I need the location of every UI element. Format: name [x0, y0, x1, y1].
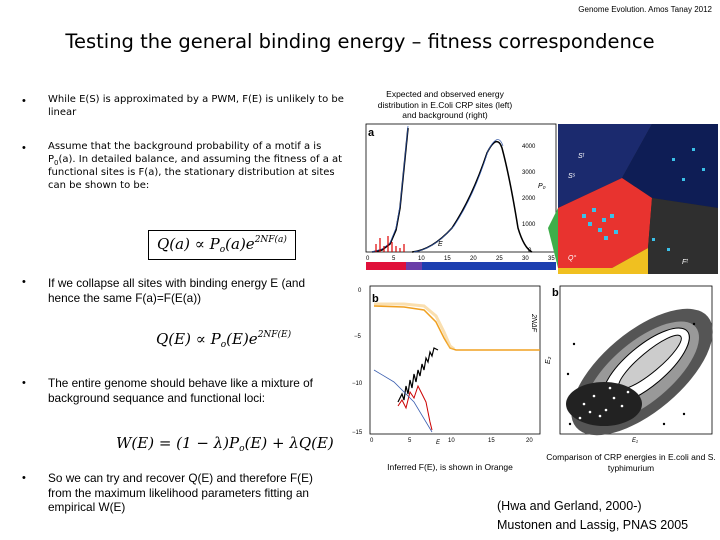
panel-b-inferred-fitness-curve	[373, 305, 540, 351]
bullet-3-text: If we collapse all sites with binding en…	[48, 276, 306, 305]
x-tick: 30	[522, 256, 529, 262]
phase-map-red-region	[558, 178, 652, 268]
panel-b-x-ticks: 0 5 10 15 20	[370, 438, 533, 444]
svg-text:Q°: Q°	[568, 254, 576, 262]
x-tick: 20	[526, 438, 533, 444]
phase-map-yellow-region	[558, 248, 648, 274]
bullet-2-text: Assume that the background probability o…	[48, 141, 343, 191]
panel-b-fitness-band	[374, 302, 455, 351]
panel-c-scatter-points	[578, 386, 630, 420]
phase-map-labels: Sᵗ Q° Fᵗ Sˢ	[568, 153, 688, 266]
phase-map-points	[582, 148, 705, 251]
panel-a-x-ticks: 0 5 10 15 20 25 30 35	[366, 256, 555, 262]
y-tick: 4000	[522, 144, 536, 150]
formula-stationary-distribution: Q(a) ∝ Po(a)e2NF(a)	[148, 230, 296, 260]
x-tick: 15	[444, 256, 451, 262]
phase-map-green-region	[548, 208, 558, 268]
x-tick: 5	[392, 256, 396, 262]
references: (Hwa and Gerland, 2000-) Mustonen and La…	[497, 497, 688, 535]
svg-text:Sᵗ: Sᵗ	[578, 153, 585, 160]
bullet-marker: •	[22, 276, 26, 288]
x-tick: 15	[488, 438, 495, 444]
slide-title: Testing the general binding energy – fit…	[65, 30, 655, 53]
panel-a-colorbar-purple	[406, 262, 422, 270]
panel-a-label: a	[368, 127, 375, 139]
bullet-marker: •	[22, 377, 26, 389]
x-tick: 25	[496, 256, 503, 262]
panel-b-blue-curve	[373, 369, 433, 433]
contour-dense-region	[566, 382, 642, 426]
y-tick: −10	[352, 381, 363, 387]
panel-a-plot-frame	[365, 123, 557, 253]
panel-b-y-label: 2NΔF	[530, 313, 537, 333]
phase-map-blue-region	[558, 124, 652, 208]
panel-a-colorbar-red	[366, 262, 406, 270]
formula-energy-collapse: Q(E) ∝ Po(E)e2NF(E)	[156, 330, 292, 350]
bullet-4-text: The entire genome should behave like a m…	[48, 376, 313, 405]
panel-a-background-fit	[413, 139, 504, 253]
panel-a-curve-label: E	[438, 241, 443, 248]
bullet-1-text: While E(S) is approximated by a PWM, F(E…	[48, 94, 344, 118]
y-tick: −5	[354, 334, 362, 340]
figure-panel-b: b 0 −5 −10 −15 2NΔF 0 5 10 15 20 E	[352, 285, 541, 446]
svg-text:Sˢ: Sˢ	[568, 173, 576, 180]
y-tick: 2000	[522, 196, 536, 202]
phase-map-dark-blue-region	[622, 124, 718, 208]
reference-hwa-gerland: (Hwa and Gerland, 2000-)	[497, 499, 642, 513]
x-tick: 35	[548, 256, 555, 262]
figure-panel-a: a 4000 3000 2000 1000 0 P₀ E 0 5 10 15 2…	[365, 123, 718, 274]
bullet-marker: •	[22, 142, 26, 154]
panel-a-phase-map: Sᵗ Q° Fᵗ Sˢ	[548, 124, 718, 274]
panel-a-red-histogram	[375, 236, 405, 252]
panel-c-outer-points	[566, 322, 696, 426]
header-credit: Genome Evolution. Amos Tanay 2012	[578, 5, 712, 14]
reference-mustonen-lassig: Mustonen and Lassig, PNAS 2005	[497, 517, 689, 532]
formula-genome-mixture: W(E) = (1 − λ)Po(E) + λQ(E)	[116, 434, 334, 454]
panel-b-plot-frame	[369, 285, 541, 435]
panel-a-site-distribution-fit	[371, 125, 409, 253]
phase-map-gray-region	[648, 198, 718, 274]
x-tick: 10	[448, 438, 455, 444]
x-tick: 0	[366, 256, 370, 262]
y-tick: 0	[358, 288, 362, 294]
bullet-marker: •	[22, 472, 26, 484]
x-tick: 0	[370, 438, 374, 444]
panel-b-x-label: E	[436, 440, 441, 446]
caption-inferred-fitness: Inferred F(E), is shown in Orange	[387, 462, 513, 472]
panel-a-y-label: P₀	[538, 183, 546, 190]
y-tick: −15	[352, 430, 363, 436]
bullet-5-text: So we can try and recover Q(E) and there…	[48, 471, 313, 515]
y-tick: 3000	[522, 170, 536, 176]
panel-c-label: b	[552, 287, 559, 299]
bullet-marker: •	[22, 95, 26, 107]
panel-b-y-ticks: 0 −5 −10 −15	[352, 288, 363, 436]
x-tick: 20	[470, 256, 477, 262]
svg-text:Fᵗ: Fᵗ	[682, 259, 688, 266]
x-tick: 10	[418, 256, 425, 262]
caption-crp-comparison: Comparison of CRP energies in E.coli and…	[546, 452, 716, 473]
panel-a-colorbar-blue	[422, 262, 556, 270]
caption-energy-distribution: Expected and observed energy distributio…	[377, 89, 513, 121]
x-tick: 5	[408, 438, 412, 444]
y-tick: 1000	[522, 222, 536, 228]
panel-c-x-label: E₁	[632, 438, 638, 444]
figure-panel-c: b E₂ E₁	[545, 285, 713, 444]
panel-b-label: b	[372, 293, 379, 305]
panel-c-y-label: E₂	[545, 356, 552, 364]
panel-b-background-curve	[397, 384, 433, 431]
panel-c-contours	[566, 308, 713, 436]
panel-b-observed-curve	[397, 347, 439, 403]
